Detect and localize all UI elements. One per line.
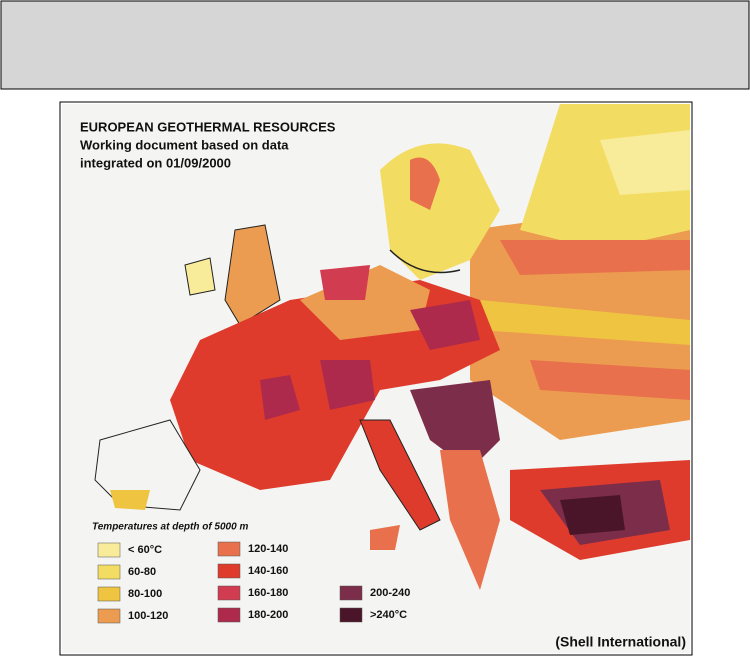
legend-swatch	[217, 541, 241, 557]
legend-label: >240°C	[370, 609, 407, 621]
legend-label: 120-140	[248, 543, 288, 555]
legend-swatch	[339, 585, 363, 601]
legend-title: Temperatures at depth of 5000 m	[92, 522, 248, 533]
legend-swatch	[217, 585, 241, 601]
legend-label: 60-80	[128, 566, 156, 578]
legend-swatch	[97, 608, 121, 624]
legend-label: 180-200	[248, 609, 288, 621]
legend-swatch	[217, 607, 241, 623]
legend-swatch	[339, 607, 363, 623]
legend-label: 100-120	[128, 610, 168, 622]
credit: (Shell International)	[555, 634, 686, 650]
legend: < 60°C 60-80 80-100 100-120 120-140 140-160 16…	[97, 541, 410, 624]
legend-swatch	[97, 564, 121, 580]
header-box	[0, 0, 750, 90]
legend-label: < 60°C	[128, 544, 162, 556]
map-title: EUROPEAN GEOTHERMAL RESOURCES	[80, 119, 336, 134]
legend-label: 140-160	[248, 565, 288, 577]
legend-label: 200-240	[370, 587, 410, 599]
legend-label: 160-180	[248, 587, 288, 599]
map-drawing	[62, 104, 690, 653]
map-subtitle: Working document based on data	[80, 137, 289, 152]
legend-swatch	[97, 542, 121, 558]
map-subtitle: integrated on 01/09/2000	[80, 155, 231, 170]
legend-swatch	[217, 563, 241, 579]
legend-swatch	[97, 586, 121, 602]
legend-label: 80-100	[128, 588, 162, 600]
